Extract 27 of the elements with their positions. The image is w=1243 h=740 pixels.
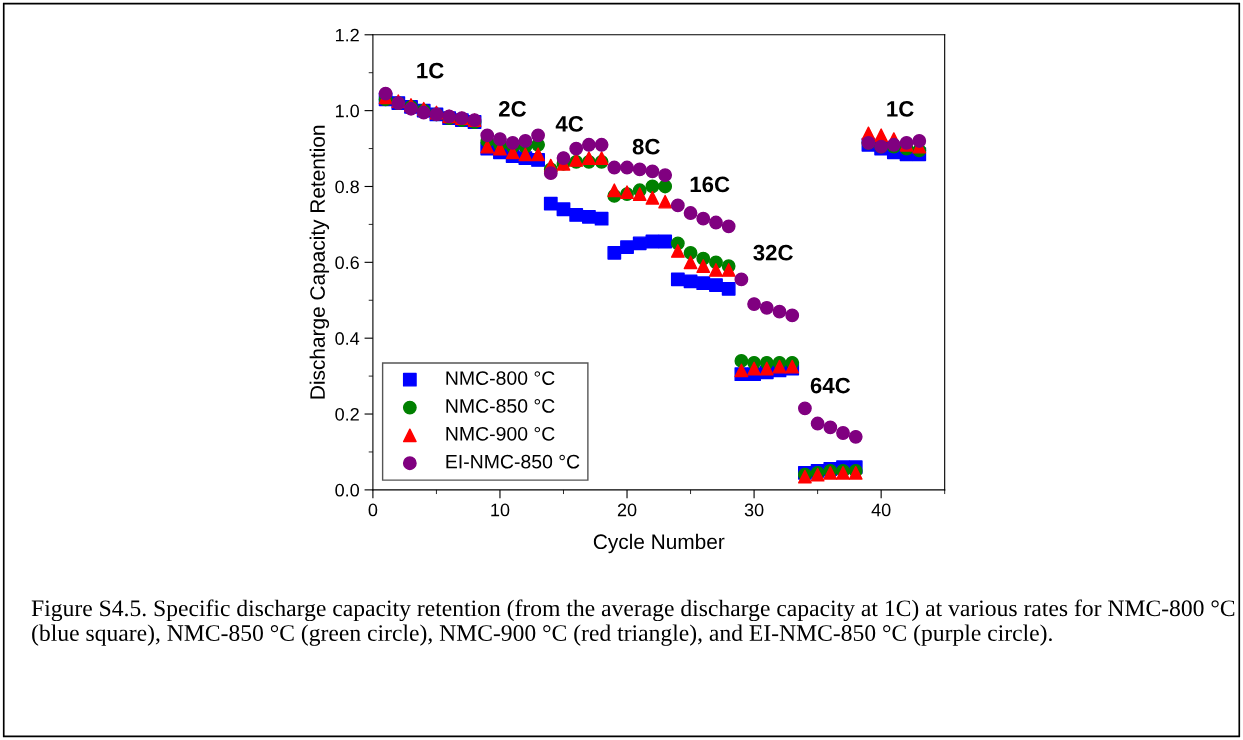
annotation: 8C bbox=[632, 138, 660, 155]
legend-label: NMC-900 °C bbox=[446, 426, 555, 441]
annotation: 1C bbox=[887, 101, 914, 117]
legend-label: NMC-800 °C bbox=[446, 371, 555, 385]
annotation: 4C bbox=[555, 116, 584, 132]
y-tick-label: 1.2 bbox=[335, 28, 359, 42]
annotation: 2C bbox=[498, 101, 527, 117]
x-tick-label: 10 bbox=[491, 503, 510, 517]
x-tick-label: 0 bbox=[368, 503, 378, 517]
y-tick-label: 0.4 bbox=[335, 332, 360, 345]
x-tick-label: 40 bbox=[871, 503, 891, 517]
annotation: 1C bbox=[417, 62, 444, 79]
caption: Figure S4.5. Specific discharge capacity retention (from the average discharge capacity at 1C) at various rates for NMC-800 °C (blue square), NMC-850 °C (green circle), NMC-900 °C (red triangle), and EI-NMC-850 °C (purple circle). bbox=[31, 599, 1235, 646]
x-axis-title: Cycle Number bbox=[593, 533, 725, 554]
y-tick-label: 0.0 bbox=[335, 483, 359, 497]
annotation: 32C bbox=[753, 244, 793, 261]
y-tick-label: 1.0 bbox=[335, 104, 359, 118]
y-tick-label: 0.6 bbox=[335, 256, 359, 270]
y-axis-title: Discharge Capacity Retention bbox=[309, 125, 330, 399]
x-tick-label: 30 bbox=[744, 503, 764, 517]
y-tick-label: 0.8 bbox=[335, 180, 359, 194]
annotation: 16C bbox=[690, 176, 730, 193]
legend-label: NMC-850 °C bbox=[446, 399, 555, 413]
legend-label: EI-NMC-850 °C bbox=[446, 454, 580, 469]
x-tick-label: 20 bbox=[617, 503, 637, 517]
y-tick-label: 0.2 bbox=[335, 407, 359, 421]
annotation: 64C bbox=[810, 377, 851, 394]
